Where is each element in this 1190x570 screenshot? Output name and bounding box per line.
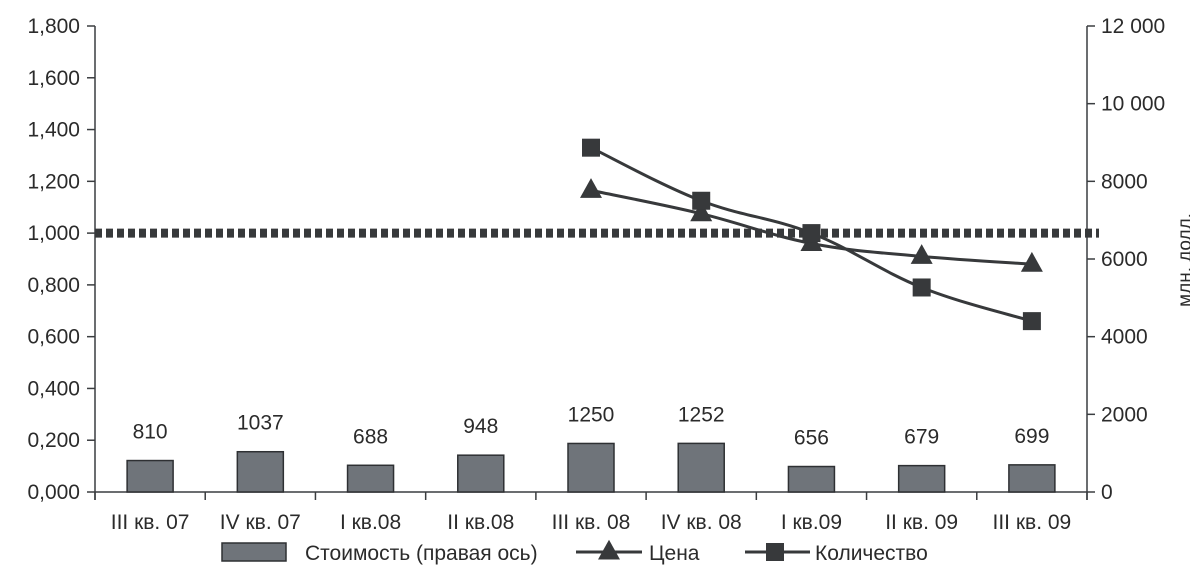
category-label: III кв. 07 [111,511,190,534]
quantity-marker [692,191,711,210]
left-tick-label: 1,000 [27,222,80,245]
quantity-marker [1022,312,1041,331]
category-label: III кв. 09 [993,511,1072,534]
legend-group: Стоимость (правая ось) Цена Количество [221,539,928,565]
bar [126,459,174,493]
category-label: I кв.08 [340,511,401,534]
quantity-marker [802,224,821,243]
left-tick-label: 0,000 [27,481,80,504]
category-label: IV кв. 08 [661,511,742,534]
right-tick-label: 8000 [1101,170,1148,193]
category-label: I кв.09 [781,511,842,534]
left-tick-label: 0,600 [27,326,80,349]
right-tick-label: 0 [1101,481,1113,504]
bar [236,450,285,493]
bar-data-label: 948 [463,415,498,438]
bar [457,454,505,493]
bar [567,442,615,493]
legend-label-quantity: Количество [815,542,928,565]
bars-group [126,442,1056,493]
legend-marker-quantity [766,543,784,561]
bar-data-label: 1252 [678,403,725,426]
bar-data-label: 656 [794,427,829,450]
legend-label-price: Цена [649,542,700,565]
axes-group: 0,000 0,200 0,400 0,600 0,800 1,000 1,200 1,400… [27,15,1190,534]
bar-data-label: 1250 [568,403,615,426]
legend-swatch-value [221,542,287,562]
bar [1008,464,1056,493]
left-tick-label: 1,200 [27,170,80,193]
bar [346,464,395,493]
bar-data-label: 699 [1014,425,1049,448]
category-label: III кв. 08 [552,511,631,534]
labels-group: 810 1037 688 948 1250 1252 656 679 699 [133,403,1050,449]
legend-marker-price [598,539,620,560]
left-tick-label: 1,400 [27,119,80,142]
bar-data-label: 810 [133,421,168,444]
bar-data-label: 1037 [237,412,284,435]
category-label: IV кв. 07 [220,511,301,534]
right-tick-label: 4000 [1101,326,1148,349]
left-tick-label: 1,600 [27,67,80,90]
price-marker [690,201,713,222]
category-label: II кв.08 [447,511,514,534]
right-tick-label: 12 000 [1101,15,1165,38]
bar-data-label: 688 [353,425,388,448]
left-tick-label: 0,800 [27,274,80,297]
left-tick-label: 0,200 [27,429,80,452]
lines-group [580,138,1043,331]
price-marker [580,178,602,198]
price-marker [910,244,933,264]
left-tick-label: 0,400 [27,377,80,400]
right-tick-label: 6000 [1101,248,1148,271]
left-tick-label: 1,800 [27,15,80,38]
category-label: II кв. 09 [885,511,958,534]
right-axis-title: млн. долл. [1175,213,1190,307]
quantity-marker [582,138,600,157]
right-tick-label: 2000 [1101,403,1148,426]
quantity-marker [912,278,931,297]
bar [787,465,836,493]
bar-data-label: 679 [904,426,939,449]
bar [677,442,725,493]
right-tick-label: 10 000 [1101,93,1165,116]
legend-label-value: Стоимость (правая ось) [305,542,538,565]
bar [897,464,946,493]
price-marker [1020,251,1043,272]
